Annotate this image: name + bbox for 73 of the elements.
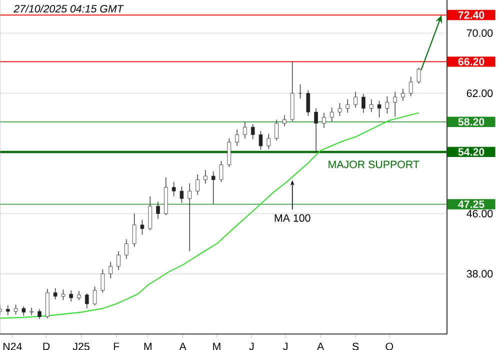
candlestick [235, 129, 239, 146]
candlestick [100, 268, 105, 293]
candlestick [227, 138, 232, 168]
ref-line-label: 47.25 [458, 200, 484, 208]
candlestick [393, 91, 397, 117]
y-tick-label: 38.00 [466, 270, 493, 278]
candlestick [330, 107, 334, 122]
candlestick [156, 201, 160, 220]
x-tick-label: J [283, 342, 288, 350]
candlestick [338, 102, 342, 116]
candlestick [77, 290, 81, 300]
candlestick [282, 114, 286, 127]
ref-line-label: 72.40 [458, 11, 484, 19]
candlestick [219, 160, 224, 182]
candlestick [14, 304, 18, 315]
candlestick [243, 122, 247, 139]
candlestick [250, 124, 255, 140]
y-tick-label: 70.00 [466, 29, 493, 37]
x-tick-label: A [179, 342, 186, 350]
y-tick-label: 62.00 [466, 90, 493, 98]
candlestick [204, 170, 208, 184]
candlestick [85, 293, 89, 309]
candlestick [369, 98, 374, 112]
candlestick [22, 306, 26, 316]
x-tick-label: D [43, 342, 50, 350]
candlestick [69, 290, 74, 302]
x-tick-label: A [317, 342, 324, 350]
ref-line-label: 66.20 [458, 58, 484, 66]
x-tick-label: N24 [4, 342, 22, 350]
candlestick [188, 183, 192, 252]
candlestick [322, 112, 326, 128]
candlestick [124, 238, 128, 260]
candlestick [211, 171, 216, 204]
candlestick [266, 134, 271, 150]
candlestick [180, 186, 184, 204]
candlestick [314, 108, 318, 152]
x-tick-label: F [114, 342, 120, 350]
candlestick [274, 119, 278, 141]
candlestick [61, 289, 66, 300]
annotation: 27/10/2025 04:15 GMT [14, 4, 124, 13]
x-tick-label: J [249, 342, 254, 350]
candlestick [385, 96, 390, 114]
candlestick [196, 174, 200, 196]
candlestick [53, 288, 58, 300]
x-tick-label: J25 [72, 342, 90, 350]
candlestick [140, 219, 144, 236]
candlestick [38, 308, 42, 320]
ref-line-label: 54.20 [458, 148, 484, 156]
ref-line-label: 58.20 [458, 118, 484, 126]
candlestick [346, 98, 350, 114]
candlestick [362, 94, 366, 114]
candlestick [306, 90, 310, 116]
y-tick-label: 46.00 [466, 210, 493, 218]
candlestick [377, 100, 382, 118]
candlestick [6, 305, 10, 316]
line-series [0, 112, 420, 319]
candlestick [108, 261, 113, 279]
candlestick [258, 130, 263, 150]
candlestick [416, 67, 421, 84]
candlestick [401, 88, 405, 102]
candlestick [354, 91, 358, 108]
candlestick [92, 286, 97, 306]
candlestick [408, 76, 413, 97]
annotation: MAJOR SUPPORT [328, 160, 420, 168]
candlestick [132, 213, 136, 248]
x-tick-label: S [352, 342, 359, 350]
x-tick-label: M [144, 342, 152, 350]
x-tick-label: O [386, 342, 394, 350]
candlestick [172, 182, 176, 197]
x-tick-label: M [213, 342, 220, 350]
candlestick [116, 250, 120, 270]
candlestick [148, 196, 152, 231]
annotation: MA 100 [274, 214, 310, 222]
